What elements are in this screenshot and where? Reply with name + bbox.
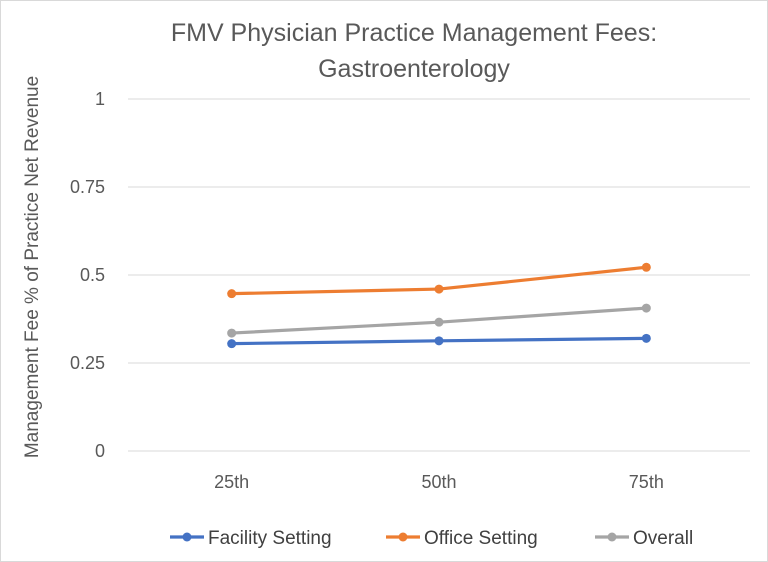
data-point [641, 262, 651, 272]
series-facility-setting [227, 333, 651, 349]
y-tick-labels: 0 0.25 0.5 0.75 1 [70, 89, 105, 461]
data-point [641, 303, 651, 313]
data-point [434, 317, 444, 327]
legend-item: Office Setting [386, 528, 538, 549]
y-tick-label: 1 [95, 89, 105, 109]
legend-item: Facility Setting [170, 528, 332, 549]
y-tick-label: 0.25 [70, 353, 105, 373]
x-tick-labels: 25th 50th 75th [214, 472, 664, 492]
data-point [227, 328, 237, 338]
y-tick-label: 0 [95, 441, 105, 461]
legend-label: Office Setting [424, 528, 538, 549]
legend: Facility Setting Office Setting Overall [170, 528, 693, 549]
legend-swatch-marker [398, 532, 408, 542]
series-overall [227, 303, 651, 338]
data-point [227, 289, 237, 299]
gridlines [128, 98, 750, 452]
legend-swatch-marker [607, 532, 617, 542]
chart-title-line-2: Gastroenterology [318, 55, 510, 83]
data-point [434, 336, 444, 346]
x-tick-label: 50th [421, 472, 456, 492]
legend-item: Overall [595, 528, 693, 549]
y-axis-label: Management Fee % of Practice Net Revenue [22, 76, 43, 458]
data-point [434, 284, 444, 294]
legend-label: Facility Setting [208, 528, 332, 549]
legend-label: Overall [633, 528, 693, 549]
data-point [641, 333, 651, 343]
chart-title-line-1: FMV Physician Practice Management Fees: [171, 19, 657, 47]
y-tick-label: 0.75 [70, 177, 105, 197]
x-tick-label: 75th [629, 472, 664, 492]
legend-swatch-marker [182, 532, 192, 542]
data-point [227, 339, 237, 349]
series-lines [227, 262, 651, 349]
y-tick-label: 0.5 [80, 265, 105, 285]
x-tick-label: 25th [214, 472, 249, 492]
series-office-setting [227, 262, 651, 299]
